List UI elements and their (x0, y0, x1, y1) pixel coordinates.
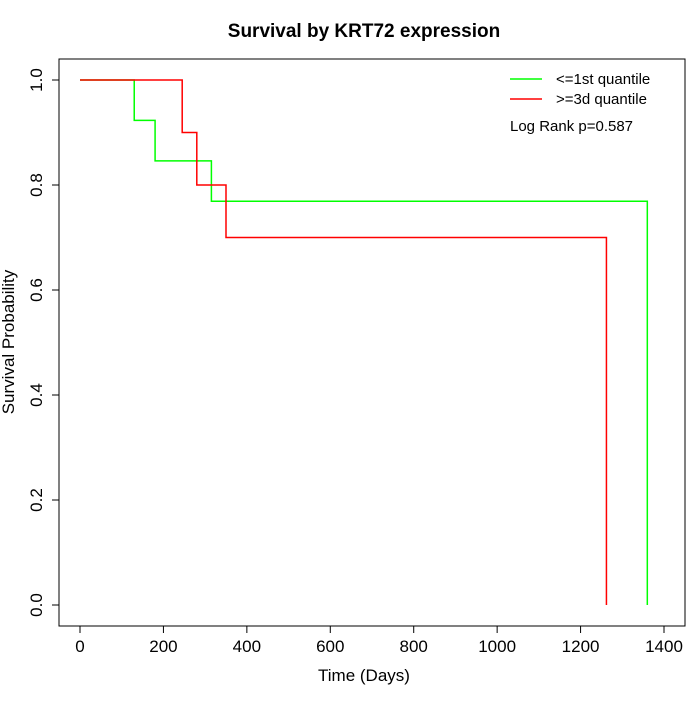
x-tick-label: 600 (316, 637, 344, 656)
legend: <=1st quantile >=3d quantile (510, 71, 650, 108)
x-tick-label: 400 (233, 637, 261, 656)
survival-curve-2 (80, 79, 608, 605)
y-tick-label: 0.0 (27, 593, 46, 617)
plot-frame (58, 58, 686, 627)
legend-label: >=3d quantile (556, 91, 647, 108)
x-tick-label: 1400 (645, 637, 683, 656)
legend-label: <=1st quantile (556, 71, 650, 88)
x-tick-label: 800 (400, 637, 428, 656)
y-tick-label: 0.2 (27, 488, 46, 512)
log-rank-annotation: Log Rank p=0.587 (510, 118, 633, 135)
survival-curve-1 (80, 79, 649, 605)
x-tick-label: 200 (149, 637, 177, 656)
x-tick-label: 1000 (478, 637, 516, 656)
x-axis: 0 200 400 600 800 1000 1200 1400 (75, 625, 683, 656)
y-tick-label: 0.8 (27, 173, 46, 197)
series-layer (80, 79, 649, 605)
y-tick-label: 0.6 (27, 278, 46, 302)
y-axis-label: Survival Probability (0, 269, 18, 414)
chart-title: Survival by KRT72 expression (228, 21, 500, 42)
x-tick-label: 1200 (562, 637, 600, 656)
x-axis-label: Time (Days) (318, 666, 410, 685)
y-tick-label: 0.4 (27, 383, 46, 407)
y-tick-label: 1.0 (27, 68, 46, 92)
x-tick-label: 0 (75, 637, 84, 656)
y-axis: 0.0 0.2 0.4 0.6 0.8 1.0 (27, 68, 60, 617)
